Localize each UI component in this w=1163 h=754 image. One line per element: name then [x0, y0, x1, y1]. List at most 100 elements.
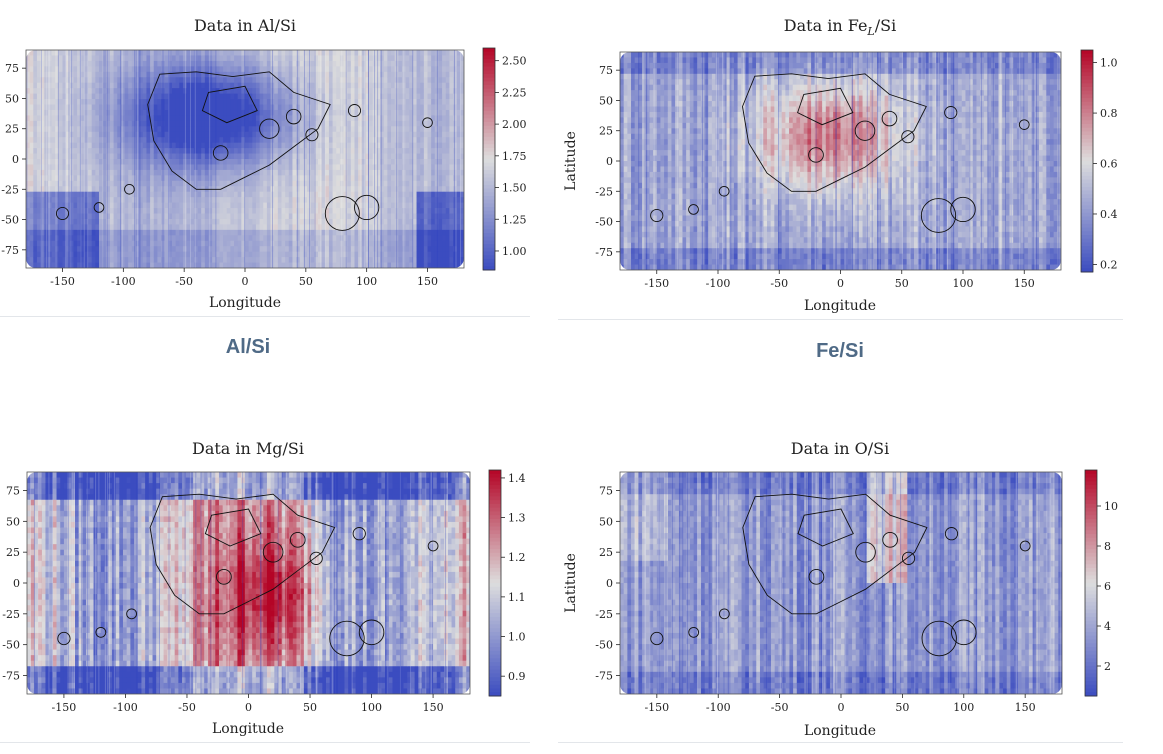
- y-tick-label: 0: [606, 577, 613, 590]
- colorbar: [482, 47, 496, 271]
- y-tick-label: -50: [595, 216, 613, 229]
- chart-title: Data in Mg/Si: [192, 439, 304, 458]
- y-tick-label: -25: [595, 608, 613, 621]
- colorbar-tick-label: 1.2: [508, 551, 526, 564]
- x-tick-label: 100: [356, 275, 377, 288]
- y-tick-label: -75: [2, 670, 20, 683]
- y-tick-label: -25: [595, 185, 613, 198]
- x-tick-label: 50: [299, 275, 313, 288]
- y-tick-label: 75: [5, 62, 19, 75]
- y-tick-label: -75: [1, 244, 19, 257]
- caption-fe-si: Fe/Si: [816, 340, 864, 362]
- colorbar-tick-label: 1.25: [502, 213, 527, 226]
- x-tick-label: 150: [417, 275, 438, 288]
- x-tick-label: -150: [50, 275, 75, 288]
- x-tick-label: 150: [1015, 701, 1036, 714]
- y-tick-label: 75: [599, 485, 613, 498]
- chart-title: Data in FeL/Si: [784, 16, 896, 38]
- y-tick-label: -75: [595, 246, 613, 259]
- divider: [0, 316, 530, 317]
- y-tick-label: -25: [2, 608, 20, 621]
- chart-al-si: Data in Al/Si -150 -100 -50 0 50 100 150 75 50 25…: [0, 0, 530, 320]
- divider: [0, 742, 530, 743]
- x-tick-label: -50: [178, 701, 196, 714]
- colorbar-tick-label: 10: [1104, 500, 1118, 513]
- y-tick-label: 50: [6, 515, 20, 528]
- chart-title: Data in Al/Si: [194, 16, 296, 35]
- title-subscript: L: [866, 25, 874, 38]
- y-axis-label: Latitude: [563, 553, 579, 613]
- colorbar-tick-label: 1.4: [508, 472, 526, 485]
- x-tick-label: 0: [838, 701, 845, 714]
- colorbar-tick-label: 0.6: [1100, 158, 1118, 171]
- chart-title: Data in O/Si: [791, 439, 890, 458]
- divider: [558, 319, 1123, 320]
- x-tick-label: 0: [242, 275, 249, 288]
- colorbar: [1080, 49, 1094, 273]
- x-axis-label: Longitude: [804, 298, 876, 314]
- y-tick-label: 50: [599, 515, 613, 528]
- chart-o-si: Data in O/Si -150 -100 -50 0 50 100 150 75 50 25 0…: [560, 420, 1123, 750]
- divider: [558, 742, 1123, 743]
- x-tick-label: 100: [361, 701, 382, 714]
- colorbar-tick-label: 0.4: [1100, 208, 1118, 221]
- x-tick-label: 100: [953, 701, 974, 714]
- chart-fe-si-svg: Data in FeL/Si -150 -100 -50 0 50 100 150 75 50 2…: [563, 16, 1118, 314]
- x-tick-label: 150: [1014, 277, 1035, 290]
- x-tick-label: 100: [953, 277, 974, 290]
- colorbar-tick-label: 1.1: [508, 591, 526, 604]
- x-axis-label: Longitude: [212, 721, 284, 737]
- colorbar-tick-label: 1.3: [508, 512, 526, 525]
- colorbar-tick-label: 2.00: [502, 118, 527, 131]
- y-tick-label: 0: [13, 577, 20, 590]
- y-tick-label: -50: [2, 639, 20, 652]
- y-tick-label: 25: [599, 125, 613, 138]
- colorbar-tick-label: 2.50: [502, 55, 527, 68]
- chart-mg-si: Data in Mg/Si -150 -100 -50 0 50 100 150 75 50 25…: [0, 420, 530, 750]
- x-tick-label: -100: [706, 701, 731, 714]
- x-tick-label: -50: [770, 277, 788, 290]
- y-tick-label: 75: [599, 64, 613, 77]
- x-tick-label: 50: [895, 277, 909, 290]
- y-tick-label: -50: [595, 639, 613, 652]
- x-tick-label: -50: [175, 275, 193, 288]
- x-tick-label: -100: [111, 275, 136, 288]
- y-tick-label: 0: [12, 153, 19, 166]
- x-tick-label: -150: [644, 701, 669, 714]
- x-tick-label: 0: [245, 701, 252, 714]
- y-tick-label: 25: [5, 123, 19, 136]
- x-tick-label: 50: [895, 701, 909, 714]
- colorbar-tick-label: 1.75: [502, 150, 527, 163]
- colorbar-tick-label: 0.8: [1100, 107, 1118, 120]
- title-main: Data in Fe: [784, 16, 868, 35]
- colorbar-tick-label: 2: [1104, 660, 1111, 673]
- chart-al-si-svg: Data in Al/Si -150 -100 -50 0 50 100 150 75 50 25…: [1, 16, 527, 311]
- x-tick-label: -100: [706, 277, 731, 290]
- colorbar-tick-label: 1.50: [502, 182, 527, 195]
- colorbar-tick-label: 6: [1104, 580, 1111, 593]
- y-tick-label: 0: [606, 155, 613, 168]
- y-tick-label: 50: [5, 92, 19, 105]
- caption-al-si: Al/Si: [225, 336, 271, 358]
- x-tick-label: -100: [113, 701, 138, 714]
- x-tick-label: 150: [423, 701, 444, 714]
- x-tick-label: 0: [837, 277, 844, 290]
- x-tick-label: -50: [771, 701, 789, 714]
- x-axis-label: Longitude: [804, 723, 876, 739]
- colorbar-tick-label: 1.0: [1100, 57, 1118, 70]
- y-tick-label: 50: [599, 94, 613, 107]
- colorbar-tick-label: 2.25: [502, 86, 527, 99]
- colorbar-tick-label: 4: [1104, 620, 1111, 633]
- colorbar: [1084, 469, 1098, 697]
- colorbar-tick-label: 1.0: [508, 631, 526, 644]
- colorbar: [488, 469, 502, 697]
- y-tick-label: 25: [599, 546, 613, 559]
- y-tick-label: 25: [6, 546, 20, 559]
- chart-fe-si: Data in FeL/Si -150 -100 -50 0 50 100 150 75 50 2…: [560, 0, 1123, 320]
- chart-mg-si-svg: Data in Mg/Si -150 -100 -50 0 50 100 150 75 50 25…: [2, 439, 526, 737]
- chart-o-si-svg: Data in O/Si -150 -100 -50 0 50 100 150 75 50 25 0…: [563, 439, 1118, 739]
- y-tick-label: -75: [595, 670, 613, 683]
- y-tick-label: -25: [1, 183, 19, 196]
- colorbar-tick-label: 8: [1104, 540, 1111, 553]
- title-end: /Si: [875, 16, 896, 35]
